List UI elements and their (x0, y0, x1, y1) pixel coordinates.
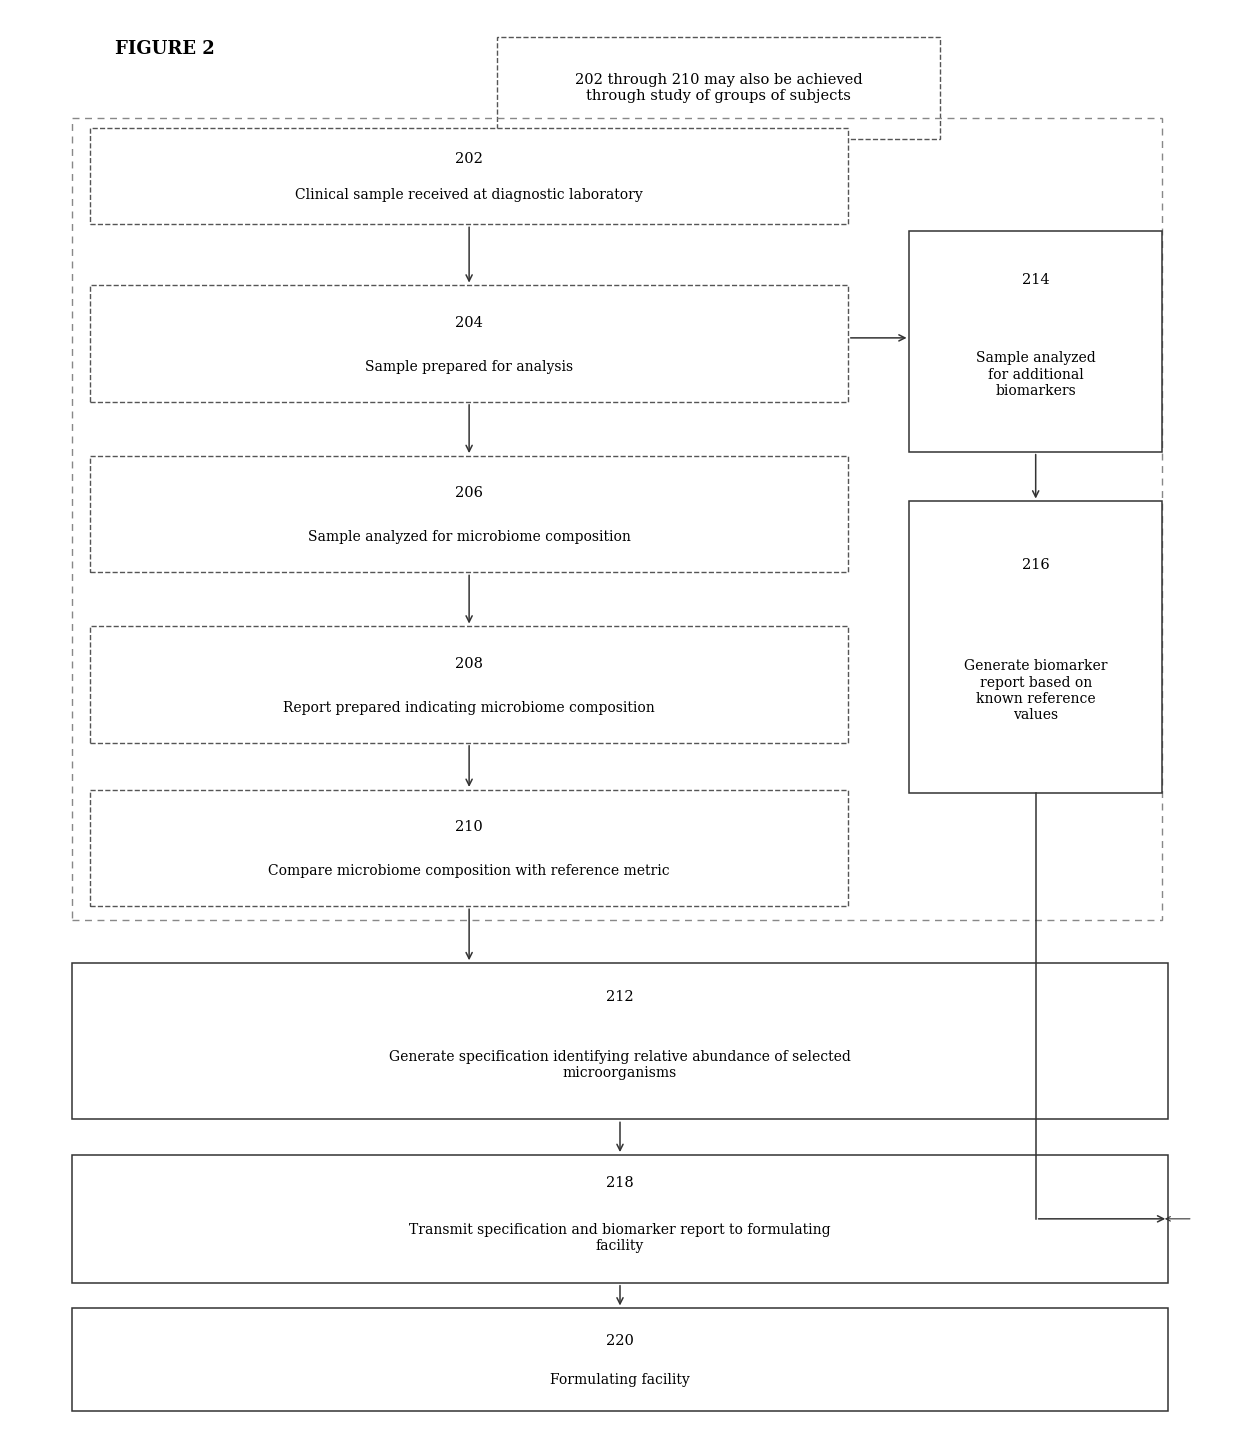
Text: 202: 202 (455, 151, 484, 166)
Bar (72, 1309, 1168, 1410)
Bar (72, 117, 1162, 920)
Bar (72, 963, 1168, 1119)
Bar (91, 127, 848, 224)
Text: Sample analyzed
for additional
biomarkers: Sample analyzed for additional biomarker… (976, 352, 1096, 397)
Text: FIGURE 2: FIGURE 2 (115, 40, 215, 57)
Bar (91, 286, 848, 402)
Text: 220: 220 (606, 1335, 634, 1348)
Bar (909, 231, 1162, 452)
Text: Generate biomarker
report based on
known reference
values: Generate biomarker report based on known… (963, 659, 1107, 722)
Text: 208: 208 (455, 657, 484, 670)
Text: 212: 212 (606, 990, 634, 1005)
Text: Clinical sample received at diagnostic laboratory: Clinical sample received at diagnostic l… (295, 189, 644, 203)
Text: 218: 218 (606, 1176, 634, 1190)
Text: 216: 216 (1022, 559, 1049, 573)
Bar (91, 790, 848, 906)
Text: Sample prepared for analysis: Sample prepared for analysis (365, 360, 573, 374)
Text: Report prepared indicating microbiome composition: Report prepared indicating microbiome co… (283, 702, 655, 714)
Text: 210: 210 (455, 820, 484, 835)
Text: Compare microbiome composition with reference metric: Compare microbiome composition with refe… (268, 865, 670, 879)
Text: 206: 206 (455, 486, 484, 500)
Bar (497, 37, 940, 139)
Text: 214: 214 (1022, 273, 1049, 287)
Text: Formulating facility: Formulating facility (551, 1373, 689, 1388)
Bar (909, 502, 1162, 793)
Text: 202 through 210 may also be achieved
through study of groups of subjects: 202 through 210 may also be achieved thr… (574, 73, 862, 103)
Bar (91, 456, 848, 573)
Bar (91, 626, 848, 743)
Bar (72, 1155, 1168, 1283)
Text: 204: 204 (455, 316, 484, 330)
Text: Sample analyzed for microbiome composition: Sample analyzed for microbiome compositi… (308, 530, 631, 544)
Text: Transmit specification and biomarker report to formulating
facility: Transmit specification and biomarker rep… (409, 1223, 831, 1253)
Text: Generate specification identifying relative abundance of selected
microorganisms: Generate specification identifying relat… (389, 1049, 851, 1080)
